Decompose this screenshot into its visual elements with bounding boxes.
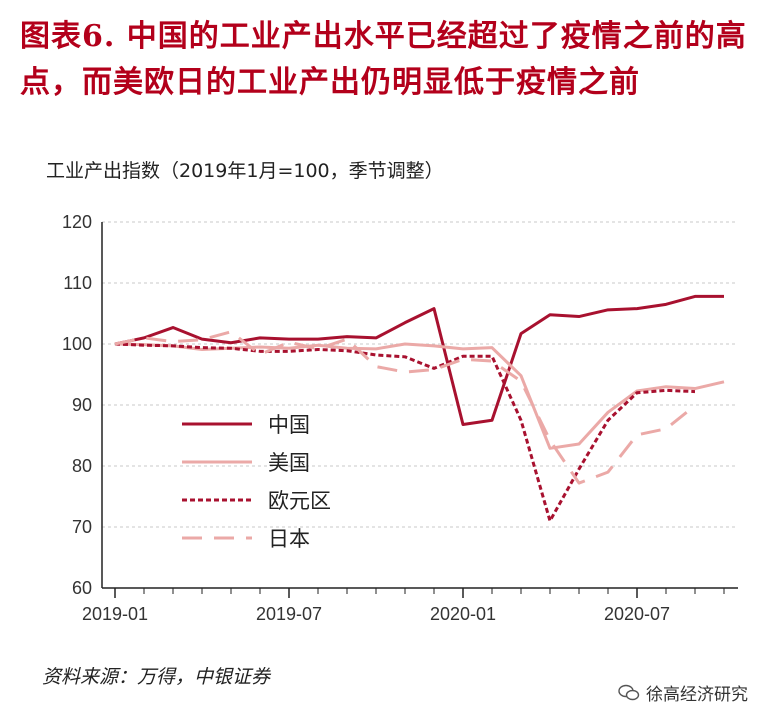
gridlines: [102, 221, 738, 528]
legend-label-3: 日本: [268, 527, 310, 551]
series-line-0: [114, 294, 724, 427]
x-tick-label: 2019-07: [256, 604, 322, 624]
axes: 60 70 80 90 100 110 120 2019-01 2019-07 2020-01 20…: [62, 212, 738, 624]
y-tick-label: 100: [62, 334, 92, 354]
y-tick-label: 110: [63, 273, 92, 293]
series-line-3: [114, 330, 696, 485]
line-chart: 60 70 80 90 100 110 120 2019-01 2019-07 2020-01 20…: [62, 212, 738, 624]
y-tick-label: 80: [72, 456, 92, 476]
watermark-text: 徐高经济研究: [646, 685, 748, 705]
unit-label: 工业产出指数（2019年1月=100，季节调整）: [46, 160, 444, 182]
y-tick-label: 60: [72, 578, 92, 598]
source-note: 资料来源：万得，中银证券: [42, 666, 271, 688]
watermark: 徐高经济研究: [618, 680, 748, 705]
legend-label-1: 美国: [268, 451, 310, 475]
chart-title: 图表6. 中国的工业产出水平已经超过了疫情之前的高点，而美欧日的工业产出仍明显低…: [20, 19, 747, 100]
y-tick-label: 120: [62, 212, 92, 232]
x-tick-label: 2019-01: [82, 604, 148, 624]
legend-label-2: 欧元区: [268, 489, 331, 513]
series-line-2: [114, 342, 696, 523]
y-tick-label: 90: [72, 395, 92, 415]
series-line-1: [114, 342, 725, 450]
x-tick-label: 2020-01: [430, 604, 496, 624]
wechat-icon: [618, 684, 640, 700]
series-lines: [114, 294, 725, 523]
x-tick-label: 2020-07: [604, 604, 670, 624]
y-tick-label: 70: [72, 517, 92, 537]
legend-label-0: 中国: [268, 413, 310, 437]
